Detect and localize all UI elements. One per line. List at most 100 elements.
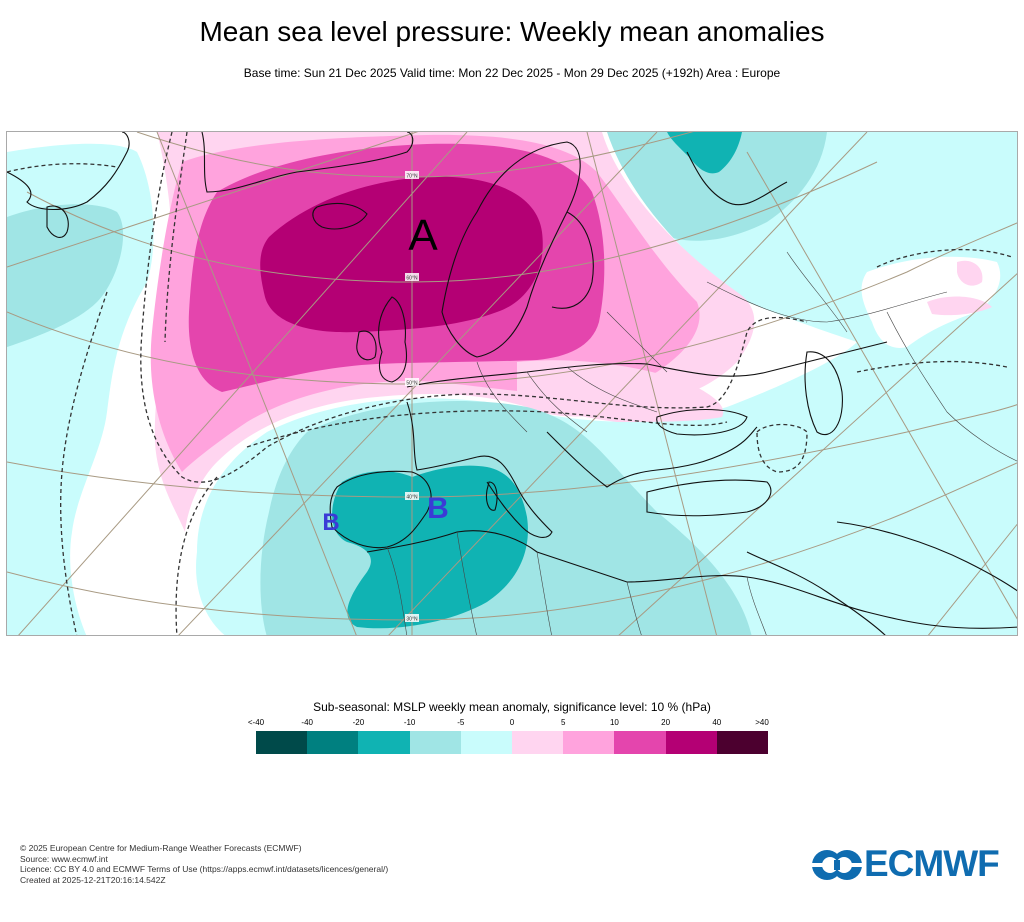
page-subtitle: Base time: Sun 21 Dec 2025 Valid time: M… [243,66,781,80]
country-border [536,551,552,635]
legend-title: Sub-seasonal: MSLP weekly mean anomaly, … [313,700,711,714]
coastline-arabia [836,521,1017,592]
footer-source: Source: www.ecmwf.int [20,853,108,864]
legend-swatch [460,731,513,754]
coastline-balkans [546,426,758,488]
latitude-label: 60°N [406,276,418,282]
legend-tick: -5 [457,718,465,727]
country-border [746,576,767,635]
meridian-line [746,151,1017,620]
latitude-labels: 70°N 60°N 50°N 40°N 30°N [405,171,419,623]
coastline-north-africa [366,530,1017,629]
latitude-label-bg [405,171,419,179]
coastline-caspian [804,351,843,435]
footer-created: Created at 2025-12-21T20:16:14.542Z [20,874,166,885]
low-pressure-label: B [427,492,449,525]
latitude-label: 70°N [406,174,418,180]
country-border [886,311,1017,462]
legend-tick: 0 [509,718,515,727]
anomaly-fill-0-5 [957,260,983,286]
coastline-greenland [201,132,414,193]
latitude-line-50 [7,222,1017,385]
legend-ticks: <-40 -40 -20 -10 -5 0 5 10 20 40 >40 [248,718,769,730]
legend-tick: 40 [712,718,722,727]
legend-swatch [256,731,308,754]
anomaly-fill-neg20-neg10 [332,465,528,629]
country-border [476,361,528,433]
coastline-newfoundland [46,205,69,238]
legend-swatch [716,731,769,754]
coastline-labrador [7,132,130,210]
coastline-black-sea [656,408,748,436]
latitude-label: 30°N [406,617,418,623]
legend-swatch [358,731,410,754]
meridian-line [388,132,868,635]
country-border [456,531,477,635]
ecmwf-logo: ECMWF [812,843,1008,884]
latitude-line-40 [7,404,1017,498]
coastline-sardinia [485,481,498,511]
coastline-uk [378,296,408,383]
meridian-line [586,132,718,635]
significance-contour [856,360,1008,373]
significance-contour [140,132,808,483]
legend-swatch [307,731,359,754]
coastline-turkey [646,479,772,517]
footer-credits: © 2025 European Centre for Medium-Range … [20,843,388,885]
significance-contour [164,132,188,343]
significance-contours [7,132,1013,635]
significance-contour [246,410,728,448]
coastline-scandinavia [441,141,581,358]
anomaly-map: 70°N 60°N 50°N 40°N 30°N A B B [7,132,1017,635]
anomaly-fill-neg20-neg10 [667,132,742,174]
meridian-line [7,132,419,268]
significance-contour [756,423,808,473]
legend-swatch [409,731,461,754]
country-border [386,546,408,635]
anomaly-fill-neg10-neg5 [7,204,124,347]
legend-tick: -20 [352,718,365,727]
country-border [706,281,948,323]
anomaly-fill-neg10-neg5 [597,132,827,241]
coastline-italy [476,455,553,538]
high-pressure-label: A [408,211,438,260]
legend-swatch [512,731,564,754]
meridian-line [156,132,357,635]
footer-licence: Licence: CC BY 4.0 and ECMWF Terms of Us… [20,864,389,874]
coastline-finland [551,211,594,309]
latitude-line-30 [7,462,1017,621]
coastline-red-sea [746,551,886,635]
latitude-label: 40°N [406,495,418,501]
country-border [606,311,668,373]
significance-contour [876,248,1013,268]
meridian-line [927,523,1017,635]
coastline-ireland [356,330,377,361]
coastline-russia-north [686,151,788,206]
coastlines [7,132,1017,635]
country-borders [386,251,1017,635]
legend-tick: 20 [661,718,671,727]
legend-swatch [665,731,717,754]
meridian-line [618,273,1017,635]
coastline-iceland [312,202,368,230]
country-border [626,581,642,635]
legend-swatch [563,731,615,754]
latitude-label-bg [405,378,419,386]
legend-tick: 10 [609,718,619,727]
map-panel: 70°N 60°N 50°N 40°N 30°N A B B [6,131,1018,636]
anomaly-fill-20-40 [260,176,543,333]
country-border [566,366,658,413]
legend-tick: -10 [403,718,416,727]
coastline-iberia [329,470,432,549]
legend-tick: -40 [301,718,313,727]
latitude-label-bg [405,492,419,500]
meridian-line [18,132,468,635]
latitude-label-bg [405,614,419,622]
page-title: Mean sea level pressure: Weekly mean ano… [199,16,825,47]
coastline-france [406,401,478,471]
legend-tick: >40 [755,718,769,727]
significance-contour [175,476,218,635]
anomaly-fill-0-5 [927,296,992,316]
legend-swatch [614,731,666,754]
latitude-label: 50°N [406,381,418,387]
